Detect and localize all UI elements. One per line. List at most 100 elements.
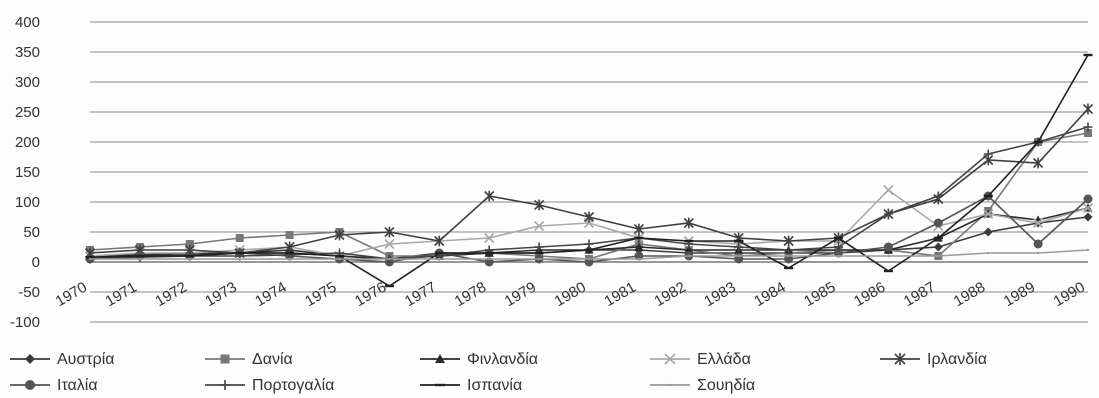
legend-item: Ισπανία: [420, 377, 522, 394]
data-point: [25, 354, 35, 364]
data-point: [783, 235, 794, 247]
data-point: [1036, 251, 1040, 255]
data-point: [288, 257, 291, 261]
legend-label: Σουηδία: [697, 377, 755, 394]
data-point: [438, 257, 441, 261]
data-point: [664, 353, 676, 365]
legend-label: Ελλάδα: [697, 351, 751, 368]
data-point: [837, 254, 840, 258]
legend-label: Δανία: [252, 351, 293, 368]
y-axis-tick-labels: 400 350 300 250 200 150 100 50 0 -50 -100: [10, 14, 40, 331]
data-point: [1033, 157, 1044, 169]
data-point: [537, 257, 541, 261]
data-point: [933, 218, 943, 228]
data-point: [737, 254, 740, 258]
data-point: [684, 245, 694, 254]
data-point: [484, 190, 495, 202]
legend-item: Ιρλανδία: [880, 351, 987, 368]
data-point: [435, 354, 445, 363]
data-point: [983, 149, 993, 159]
data-point: [25, 380, 35, 390]
data-point: [185, 240, 194, 248]
data-point: [1082, 103, 1094, 115]
data-point: [1086, 248, 1090, 252]
series-9: [88, 248, 1090, 261]
y-tick-label: 250: [15, 104, 40, 121]
data-point: [894, 353, 906, 365]
data-point: [1033, 217, 1044, 229]
y-tick-label: 100: [15, 194, 40, 211]
data-point: [220, 380, 230, 390]
data-point: [534, 242, 544, 252]
legend: Αυστρία Δανία Φινλανδία Ελλάδα Ιρλανδία Ιταλί…: [10, 351, 987, 394]
data-point: [384, 238, 395, 250]
data-point: [883, 242, 893, 252]
data-point: [220, 354, 230, 364]
legend-label: Πορτογαλία: [252, 377, 334, 394]
data-point: [784, 245, 794, 255]
data-point: [1083, 194, 1093, 204]
data-point: [637, 257, 641, 261]
data-point: [933, 242, 943, 252]
data-point: [987, 251, 990, 255]
data-point: [937, 254, 940, 258]
y-tick-label: 400: [15, 14, 40, 31]
data-point: [633, 223, 644, 235]
data-point: [883, 184, 894, 196]
data-point: [1084, 129, 1092, 137]
data-point: [584, 239, 594, 249]
data-point: [683, 217, 694, 229]
data-point: [587, 257, 591, 261]
legend-label: Αυστρία: [57, 351, 115, 368]
legend-item: Σουηδία: [650, 377, 755, 394]
y-tick-label: -100: [10, 314, 40, 331]
data-point: [388, 257, 391, 261]
legend-item: Ιταλία: [10, 377, 98, 394]
data-point: [235, 234, 244, 242]
data-point: [1083, 212, 1093, 222]
legend-label: Ισπανία: [467, 377, 522, 394]
data-point: [534, 220, 545, 232]
data-point: [88, 257, 92, 261]
legend-item: Φινλανδία: [420, 351, 538, 368]
data-point: [834, 242, 843, 252]
data-point: [534, 199, 545, 211]
data-point: [338, 257, 341, 261]
data-point: [887, 254, 890, 258]
data-point: [488, 257, 491, 261]
data-point: [238, 257, 241, 261]
data-point: [634, 242, 644, 251]
data-point: [285, 231, 294, 239]
data-point: [188, 257, 191, 261]
y-tick-label: 200: [15, 134, 40, 151]
y-tick-label: 350: [15, 44, 40, 61]
y-tick-label: -50: [18, 284, 40, 301]
data-point: [1082, 202, 1094, 214]
data-point: [384, 226, 395, 238]
legend-item: Ελλάδα: [650, 351, 751, 368]
data-point: [687, 254, 690, 258]
legend-item: Δανία: [205, 351, 293, 368]
legend-label: Φινλανδία: [467, 351, 538, 368]
data-point: [138, 257, 142, 261]
data-point: [334, 229, 345, 241]
data-point: [583, 211, 595, 223]
data-point: [1033, 239, 1043, 249]
y-tick-label: 50: [23, 224, 40, 241]
y-tick-label: 0: [32, 254, 40, 271]
legend-label: Ιρλανδία: [927, 351, 987, 368]
legend-item: Πορτογαλία: [205, 377, 334, 394]
data-point: [883, 209, 893, 219]
legend-label: Ιταλία: [57, 377, 98, 394]
data-point: [668, 383, 672, 387]
data-point: [933, 191, 943, 201]
series-8: [85, 53, 1093, 288]
data-point: [983, 227, 993, 237]
data-point: [734, 242, 744, 252]
data-point: [983, 208, 994, 220]
data-point: [484, 232, 495, 244]
data-point: [1083, 122, 1093, 132]
